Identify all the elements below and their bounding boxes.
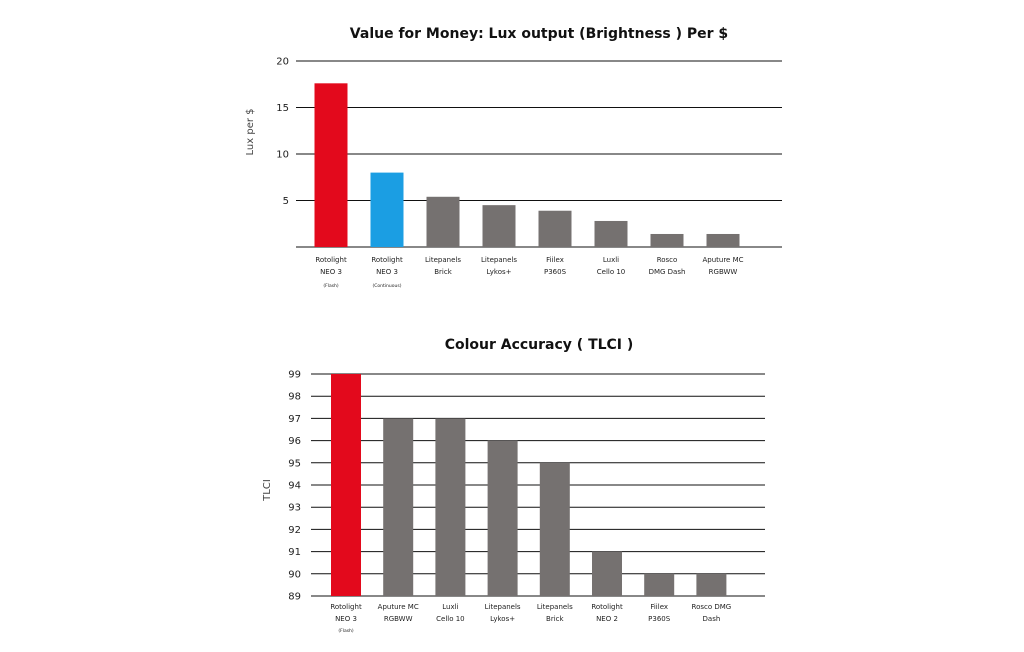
category-label: NEO 3 bbox=[376, 268, 398, 276]
bar bbox=[314, 83, 348, 247]
bar bbox=[650, 233, 684, 247]
category-label: Luxli bbox=[442, 603, 458, 611]
category-label: Fiilex bbox=[546, 256, 564, 264]
category-label: Litepanels bbox=[481, 256, 517, 264]
gridlines bbox=[311, 373, 765, 597]
bar bbox=[644, 573, 675, 596]
y-axis-label: Lux per $ bbox=[245, 109, 256, 156]
y-tick-label: 98 bbox=[288, 392, 301, 403]
y-tick-labels: 20 15 10 5 bbox=[276, 57, 289, 208]
category-label: Lykos+ bbox=[490, 615, 515, 623]
y-tick-label: 95 bbox=[288, 458, 301, 469]
y-tick-label: 5 bbox=[283, 196, 289, 207]
y-tick-label: 10 bbox=[276, 150, 289, 161]
category-label: Cello 10 bbox=[597, 268, 626, 276]
bar bbox=[594, 220, 628, 247]
category-label: Rotolight bbox=[315, 256, 347, 264]
bar bbox=[331, 374, 361, 596]
bar bbox=[426, 196, 460, 247]
y-tick-label: 93 bbox=[288, 503, 301, 514]
category-note: (Flash) bbox=[323, 283, 339, 289]
y-tick-label: 96 bbox=[288, 436, 301, 447]
category-label: Rotolight bbox=[591, 603, 623, 611]
bar bbox=[592, 551, 622, 596]
bars bbox=[331, 374, 727, 596]
category-label: Aputure MC bbox=[702, 256, 743, 264]
y-tick-label: 91 bbox=[288, 547, 301, 558]
category-label: RGBWW bbox=[384, 615, 413, 623]
y-tick-label: 89 bbox=[288, 592, 301, 603]
category-label: Rosco bbox=[657, 256, 678, 264]
category-label: Brick bbox=[434, 268, 452, 276]
y-tick-label: 90 bbox=[288, 569, 301, 580]
category-label: Litepanels bbox=[425, 256, 461, 264]
bar bbox=[539, 462, 570, 596]
category-label: Fiilex bbox=[650, 603, 668, 611]
y-tick-label: 20 bbox=[276, 57, 289, 68]
bar bbox=[435, 418, 466, 596]
bar bbox=[706, 233, 740, 247]
bar bbox=[370, 172, 404, 247]
y-tick-label: 97 bbox=[288, 414, 301, 425]
bar bbox=[482, 205, 516, 247]
category-label: Luxli bbox=[603, 256, 619, 264]
category-label: Litepanels bbox=[537, 603, 573, 611]
category-label: P360S bbox=[648, 615, 671, 623]
y-axis-label: TLCI bbox=[262, 479, 273, 502]
category-label: Rosco DMG bbox=[692, 603, 732, 611]
category-label: RGBWW bbox=[709, 268, 738, 276]
category-label: Lykos+ bbox=[487, 268, 512, 276]
category-labels: Rotolight NEO 3 (Flash) Aputure MC RGBWW Luxl… bbox=[330, 603, 731, 634]
bar bbox=[538, 210, 572, 247]
bars bbox=[314, 83, 740, 247]
category-label: Cello 10 bbox=[436, 615, 465, 623]
chart-title: Value for Money: Lux output (Brightness … bbox=[350, 26, 728, 42]
category-note: (Flash) bbox=[338, 628, 354, 634]
category-label: Rotolight bbox=[371, 256, 403, 264]
category-label: Dash bbox=[703, 615, 721, 623]
category-label: Aputure MC bbox=[378, 603, 419, 611]
chart-value-for-money: Value for Money: Lux output (Brightness … bbox=[245, 26, 782, 289]
category-label: NEO 2 bbox=[596, 615, 618, 623]
bar bbox=[487, 440, 518, 596]
bar bbox=[696, 573, 727, 596]
category-label: Brick bbox=[546, 615, 564, 623]
chart-title: Colour Accuracy ( TLCI ) bbox=[445, 337, 634, 353]
y-tick-labels: 99 98 97 96 95 94 93 92 91 90 89 bbox=[288, 370, 301, 603]
y-tick-label: 94 bbox=[288, 481, 301, 492]
bar bbox=[383, 418, 414, 596]
category-label: Litepanels bbox=[485, 603, 521, 611]
category-label: NEO 3 bbox=[320, 268, 342, 276]
y-tick-label: 92 bbox=[288, 525, 301, 536]
category-label: P360S bbox=[544, 268, 567, 276]
category-label: DMG Dash bbox=[649, 268, 686, 276]
category-label: Rotolight bbox=[330, 603, 362, 611]
category-labels: Rotolight NEO 3 (Flash) Rotolight NEO 3 (Cont… bbox=[315, 256, 743, 289]
chart-colour-accuracy: Colour Accuracy ( TLCI ) TLCI 99 98 97 96 95… bbox=[262, 337, 765, 634]
category-label: NEO 3 bbox=[335, 615, 357, 623]
category-note: (Continuous) bbox=[373, 283, 402, 289]
y-tick-label: 15 bbox=[276, 103, 289, 114]
y-tick-label: 99 bbox=[288, 370, 301, 381]
